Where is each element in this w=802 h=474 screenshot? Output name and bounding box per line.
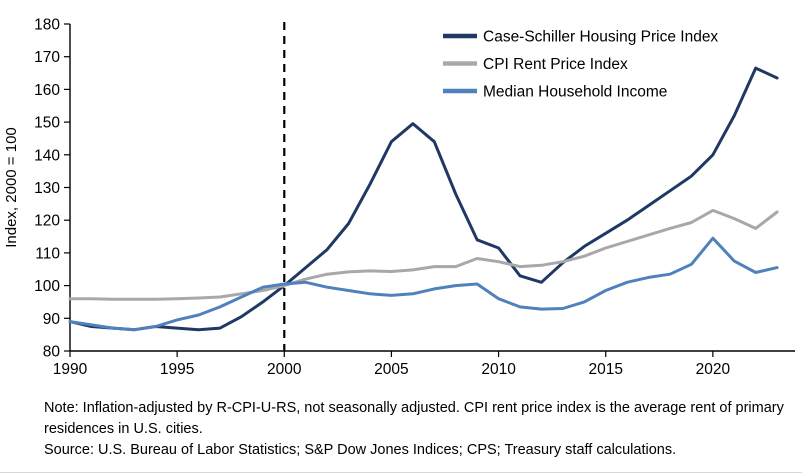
- y-tick-label: 90: [43, 311, 61, 328]
- y-tick-label: 110: [35, 245, 60, 262]
- bottom-divider: [0, 472, 802, 473]
- x-tick-label: 1990: [53, 361, 88, 378]
- source-text: Source: U.S. Bureau of Labor Statistics;…: [44, 442, 677, 459]
- x-tick-label: 2020: [696, 361, 731, 378]
- y-tick-label: 80: [43, 344, 61, 361]
- y-tick-label: 130: [34, 180, 60, 197]
- x-tick-label: 2000: [267, 361, 302, 378]
- x-tick-label: 1995: [160, 361, 194, 378]
- housing-price-line-chart: 80 90 100 110 120 130 140 150 160 170 180 1990 1995 2…: [3, 17, 795, 378]
- chart-notes: Note: Inflation-adjusted by R-CPI-U-RS, …: [0, 388, 784, 461]
- y-tick-label: 150: [34, 115, 60, 132]
- x-tick-label: 2010: [481, 361, 516, 378]
- y-tick-label: 100: [34, 278, 60, 295]
- y-axis-title: Index, 2000 = 100: [3, 127, 20, 248]
- legend-label-2: Median Household Income: [483, 84, 667, 101]
- x-tick-label: 2015: [588, 361, 622, 378]
- y-tick-label: 120: [34, 213, 60, 230]
- y-tick-label: 160: [34, 82, 60, 99]
- y-tick-label: 170: [34, 49, 60, 66]
- y-tick-label: 140: [34, 147, 60, 164]
- legend-label-0: Case-Schiller Housing Price Index: [483, 29, 718, 46]
- series-line-2: [68, 236, 779, 332]
- legend-label-1: CPI Rent Price Index: [483, 56, 628, 73]
- note-text: Note: Inflation-adjusted by R-CPI-U-RS, …: [44, 400, 784, 438]
- y-tick-label: 180: [34, 17, 60, 34]
- chart-container: 80 90 100 110 120 130 140 150 160 170 180 1990 1995 2…: [0, 6, 802, 388]
- series-line-0: [68, 66, 779, 332]
- x-tick-label: 2005: [374, 361, 408, 378]
- series-line-1: [68, 208, 779, 301]
